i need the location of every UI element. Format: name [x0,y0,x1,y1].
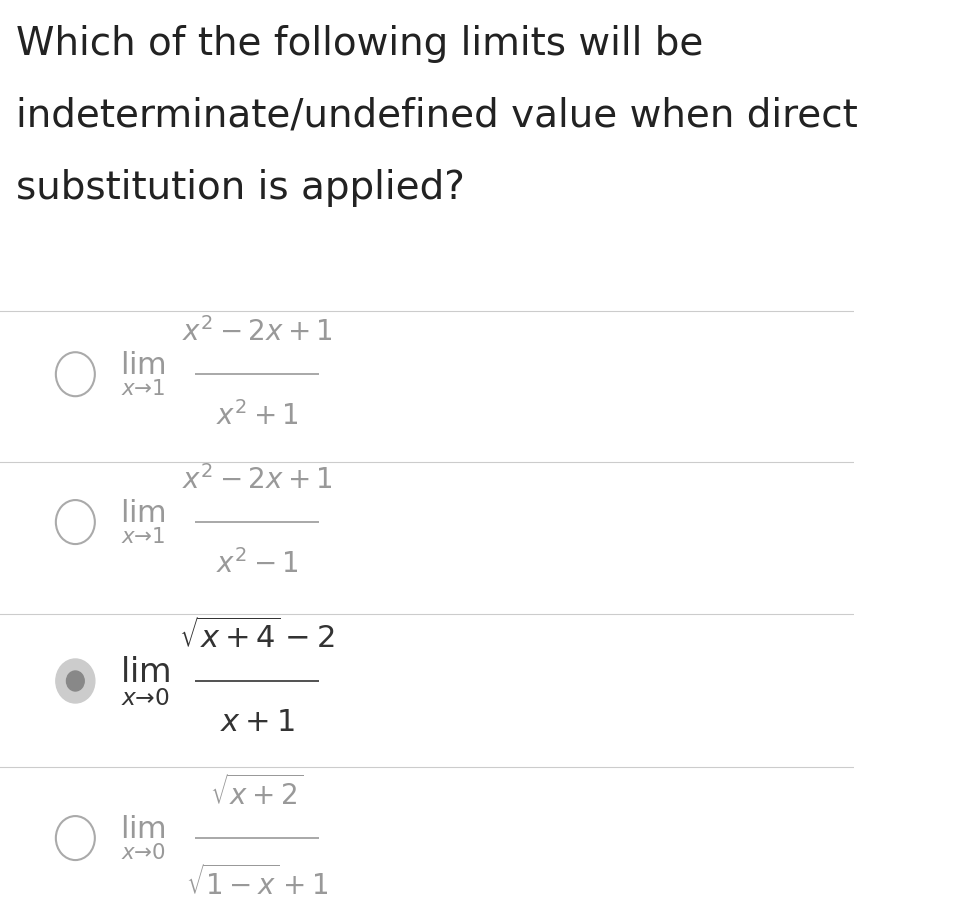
Text: $x^2-2x+1$: $x^2-2x+1$ [182,465,332,495]
Text: $\lim_{x\to0}$: $\lim_{x\to0}$ [119,654,169,708]
Text: $\sqrt{1-x}+1$: $\sqrt{1-x}+1$ [186,865,328,901]
Circle shape [66,671,84,691]
Text: substitution is applied?: substitution is applied? [16,169,465,207]
Text: $\sqrt{x+4}-2$: $\sqrt{x+4}-2$ [179,618,335,654]
Circle shape [56,659,94,703]
Text: $x^2-1$: $x^2-1$ [216,549,299,579]
Text: $\lim_{x\to0}$: $\lim_{x\to0}$ [119,814,166,862]
Text: $x^2-2x+1$: $x^2-2x+1$ [182,317,332,347]
Text: $\lim_{x\to1}$: $\lim_{x\to1}$ [119,350,166,398]
Text: $x^2+1$: $x^2+1$ [216,401,299,432]
Text: $\lim_{x\to1}$: $\lim_{x\to1}$ [119,498,166,546]
Text: Which of the following limits will be: Which of the following limits will be [16,25,703,63]
Text: indeterminate/undefined value when direct: indeterminate/undefined value when direc… [16,97,858,135]
Text: $\sqrt{x+2}$: $\sqrt{x+2}$ [210,775,303,811]
Text: $x+1$: $x+1$ [220,708,295,737]
